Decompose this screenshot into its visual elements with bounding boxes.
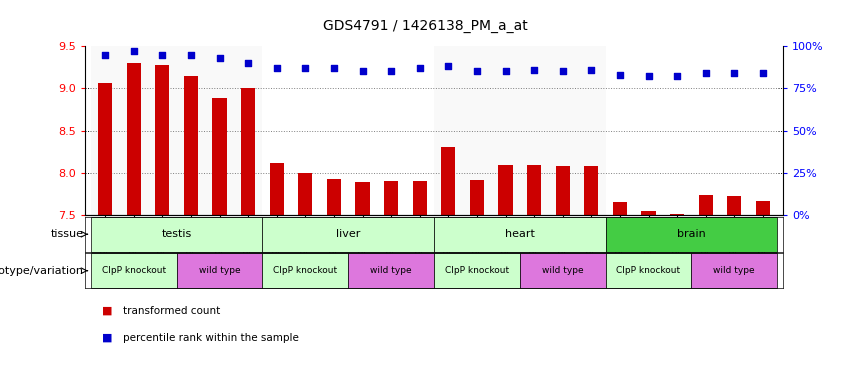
Text: GDS4791 / 1426138_PM_a_at: GDS4791 / 1426138_PM_a_at xyxy=(323,19,528,33)
Text: ■: ■ xyxy=(102,333,112,343)
Text: percentile rank within the sample: percentile rank within the sample xyxy=(123,333,300,343)
Bar xyxy=(356,182,369,215)
Bar xyxy=(606,46,777,215)
Bar xyxy=(606,217,777,252)
Bar xyxy=(91,253,177,288)
Bar xyxy=(642,211,655,215)
Point xyxy=(756,70,769,76)
Bar xyxy=(177,253,262,288)
Point xyxy=(413,65,426,71)
Bar xyxy=(413,181,427,215)
Point xyxy=(213,55,226,61)
Text: genotype/variation: genotype/variation xyxy=(0,266,83,276)
Bar xyxy=(155,65,169,215)
Bar xyxy=(699,195,713,215)
Bar xyxy=(556,166,570,215)
Text: heart: heart xyxy=(505,229,534,239)
Bar xyxy=(434,46,606,215)
Text: wild type: wild type xyxy=(542,266,584,275)
Bar xyxy=(691,253,777,288)
Bar xyxy=(520,253,606,288)
Text: transformed count: transformed count xyxy=(123,306,220,316)
Bar xyxy=(262,46,434,215)
Point xyxy=(127,48,140,54)
Point xyxy=(728,70,741,76)
Point xyxy=(242,60,255,66)
Point xyxy=(385,68,398,74)
Bar xyxy=(441,147,455,215)
Bar xyxy=(584,166,598,215)
Text: ClpP knockout: ClpP knockout xyxy=(101,266,166,275)
Point xyxy=(442,63,455,70)
Bar xyxy=(327,179,341,215)
Bar xyxy=(184,76,198,215)
Bar xyxy=(434,253,520,288)
Point xyxy=(299,65,312,71)
Bar xyxy=(527,165,541,215)
Bar xyxy=(499,165,512,215)
Text: liver: liver xyxy=(336,229,361,239)
Point xyxy=(499,68,512,74)
Point xyxy=(99,51,112,58)
Point xyxy=(613,72,626,78)
Text: brain: brain xyxy=(677,229,705,239)
Text: wild type: wild type xyxy=(713,266,755,275)
Point xyxy=(556,68,569,74)
Bar xyxy=(613,202,627,215)
Text: wild type: wild type xyxy=(370,266,412,275)
Point xyxy=(356,68,369,74)
Text: testis: testis xyxy=(162,229,191,239)
Bar xyxy=(262,217,434,252)
Text: ClpP knockout: ClpP knockout xyxy=(445,266,509,275)
Bar xyxy=(270,163,284,215)
Bar xyxy=(670,214,684,215)
Text: wild type: wild type xyxy=(198,266,240,275)
Point xyxy=(470,68,483,74)
Point xyxy=(699,70,712,76)
Bar xyxy=(91,217,262,252)
Text: ■: ■ xyxy=(102,306,112,316)
Point xyxy=(671,73,684,79)
Bar xyxy=(91,46,262,215)
Bar xyxy=(127,63,141,215)
Point xyxy=(270,65,283,71)
Text: ClpP knockout: ClpP knockout xyxy=(273,266,337,275)
Point xyxy=(327,65,340,71)
Bar xyxy=(298,173,312,215)
Bar xyxy=(384,181,398,215)
Point xyxy=(156,51,169,58)
Bar xyxy=(434,217,606,252)
Bar xyxy=(606,253,691,288)
Text: ClpP knockout: ClpP knockout xyxy=(616,266,681,275)
Bar xyxy=(727,197,741,215)
Bar xyxy=(241,88,255,215)
Point xyxy=(585,67,598,73)
Bar xyxy=(262,253,348,288)
Bar xyxy=(213,98,226,215)
Bar xyxy=(470,180,484,215)
Point xyxy=(642,73,655,79)
Bar xyxy=(98,83,112,215)
Bar xyxy=(756,201,770,215)
Text: tissue: tissue xyxy=(51,229,83,239)
Point xyxy=(528,67,541,73)
Point xyxy=(184,51,197,58)
Bar xyxy=(348,253,434,288)
